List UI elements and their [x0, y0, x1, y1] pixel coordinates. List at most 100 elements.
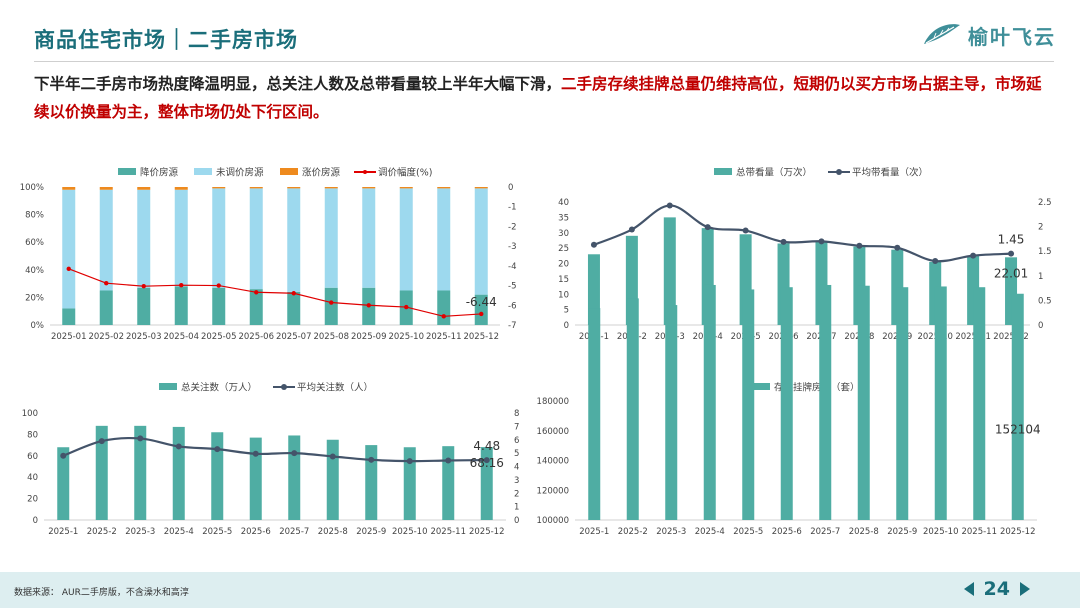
y2-tick-label: 1.5 — [1038, 247, 1052, 257]
y-tick-label: 160000 — [537, 427, 569, 437]
legend-swatch — [194, 168, 212, 175]
footer: 数据来源： AUR二手房版，不含澡水和高淳 24 — [0, 572, 1080, 608]
x-tick-label: 2025-10 — [923, 527, 959, 537]
legend-label: 平均带看量（次） — [852, 167, 928, 179]
bar — [324, 287, 338, 325]
y2-tick-label: 1 — [1038, 272, 1043, 282]
y2-tick-label: 0 — [514, 516, 519, 526]
x-tick-label: 2025-11 — [426, 332, 462, 342]
y-tick-label: 20 — [27, 495, 38, 505]
y-tick-label: 80 — [27, 430, 38, 440]
legend-label: 总关注数（万人） — [181, 382, 257, 394]
line-point — [179, 282, 184, 288]
summary-part1: 下半年二手房市场热度降温明显，总关注人数及总带看量较上半年大幅下滑， — [34, 75, 562, 93]
line-point — [441, 314, 446, 319]
y-tick-label: 15 — [558, 275, 569, 285]
y-tick-label: 0% — [31, 321, 45, 331]
x-tick-label: 2025-2 — [87, 527, 117, 537]
x-tick-label: 2025-04 — [163, 332, 199, 342]
bar — [437, 187, 451, 189]
line-point — [970, 252, 977, 259]
legend-swatch — [280, 168, 298, 175]
bar — [288, 435, 301, 520]
line-point — [368, 456, 375, 463]
next-page-icon[interactable] — [1020, 582, 1030, 596]
y-tick-label: 180000 — [537, 397, 569, 407]
y2-tick-label: -2 — [508, 222, 516, 232]
x-tick-label: 2025-8 — [318, 527, 348, 537]
prev-page-icon[interactable] — [963, 582, 974, 596]
bar — [249, 289, 263, 325]
viewing-volume-chart: 总带看量（万次）平均带看量（次）05101520253035402025-120… — [558, 167, 1052, 343]
listing-inventory-chart: 存续挂牌房源（套） 100000 120000 140000 160000 180000 2… — [537, 284, 1041, 537]
series-line — [62, 436, 487, 463]
y-tick-label: 25 — [558, 244, 569, 254]
bar — [212, 187, 226, 189]
y-tick-label: 100% — [20, 183, 44, 193]
legend-label: 平均关注数（人） — [297, 382, 373, 394]
x-tick-label: 2025-12 — [1000, 527, 1036, 537]
line-point — [291, 450, 298, 457]
bar — [626, 298, 639, 520]
y-tick-label: 20 — [558, 260, 569, 270]
y-tick-label: 5 — [564, 306, 569, 316]
y-tick-label: 80% — [25, 211, 44, 221]
x-tick-label: 2025-09 — [351, 332, 387, 342]
bar — [57, 447, 70, 520]
x-tick-label: 2025-10 — [388, 332, 424, 342]
bar-data-label: 22.01 — [994, 266, 1028, 280]
bar — [134, 425, 147, 520]
price-adjustment-chart: 降价房源 未调价房源 涨价房源 调价幅度(%) 0% 20% 40% 60% 80% 100% 20… — [20, 167, 517, 343]
line-point — [66, 266, 71, 272]
bar — [588, 308, 601, 520]
y2-tick-label: -6 — [508, 301, 516, 311]
x-tick-label: 2025-1 — [48, 527, 78, 537]
y2-tick-label: -7 — [508, 321, 516, 331]
legend-label: 涨价房源 — [302, 167, 341, 179]
bar — [324, 187, 338, 189]
x-tick-label: 2025-12 — [469, 527, 505, 537]
legend-marker — [836, 169, 842, 175]
bar — [742, 289, 755, 520]
legend-label: 未调价房源 — [216, 167, 264, 179]
legend-marker — [281, 384, 287, 390]
title-divider — [34, 61, 1054, 62]
legend-swatch — [752, 383, 770, 390]
line-point — [104, 281, 109, 286]
line-point — [98, 438, 105, 445]
leaf-logo-icon — [924, 24, 960, 44]
bar — [365, 445, 378, 520]
x-tick-label: 2025-3 — [656, 527, 686, 537]
line-point — [366, 303, 371, 308]
y2-tick-label: 4 — [514, 463, 519, 473]
line-point — [137, 435, 144, 442]
line-point — [404, 304, 409, 310]
line-point — [932, 258, 939, 265]
x-tick-label: 2025-07 — [276, 332, 312, 342]
x-tick-label: 2025-08 — [313, 332, 349, 342]
y-tick-label: 100 — [22, 409, 38, 419]
x-tick-label: 2025-11 — [961, 527, 997, 537]
y-tick-label: 40 — [27, 473, 38, 483]
y-tick-label: 35 — [558, 213, 569, 223]
bar — [399, 187, 413, 189]
bar — [362, 187, 376, 189]
bar — [172, 426, 185, 520]
line-point — [175, 443, 182, 450]
bar-data-label: 152104 — [995, 422, 1041, 436]
bar — [287, 188, 301, 292]
x-tick-label: 2025-6 — [241, 527, 271, 537]
bar — [324, 188, 338, 288]
y-tick-label: 60% — [25, 238, 44, 248]
line-point — [406, 458, 413, 465]
legend-swatch — [118, 168, 136, 175]
bar — [857, 285, 870, 520]
bar — [480, 447, 493, 520]
bar — [474, 187, 488, 189]
y-tick-label: 40% — [25, 266, 44, 276]
y2-tick-label: 2.5 — [1038, 198, 1052, 208]
y-tick-label: 120000 — [537, 486, 569, 496]
bar-data-label: 68.16 — [470, 456, 504, 470]
y2-tick-label: 5 — [514, 449, 519, 459]
